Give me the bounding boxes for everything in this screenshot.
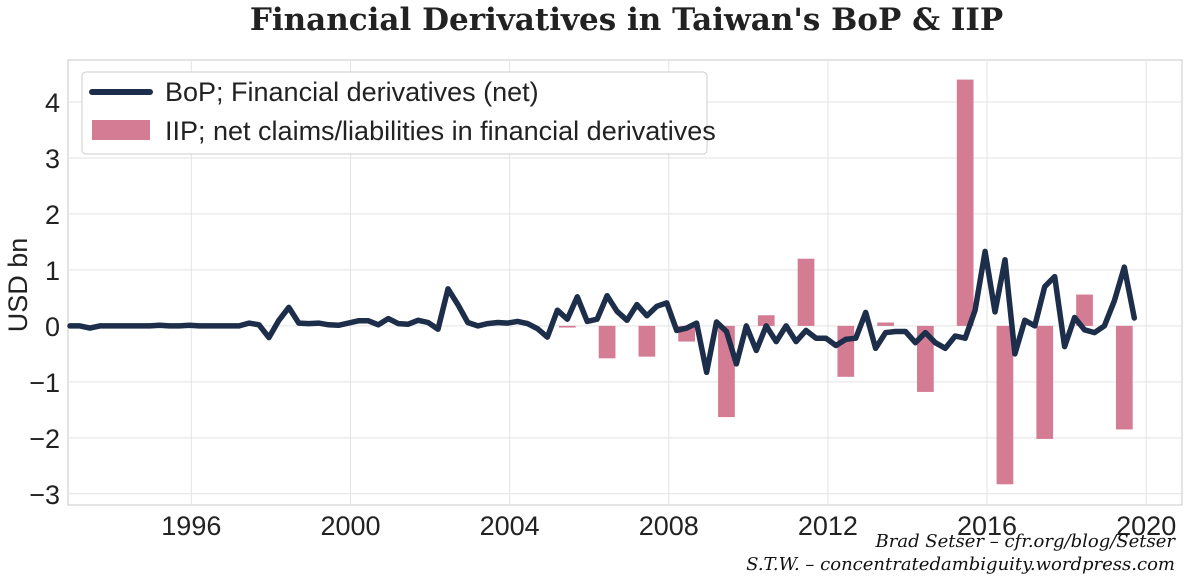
x-tick-label: 1996: [161, 511, 221, 541]
x-tick-label: 2004: [480, 511, 540, 541]
y-tick-label: 2: [45, 200, 60, 230]
iip-bar: [797, 258, 815, 326]
credit-line-1: Brad Setser – cfr.org/blog/Setser: [875, 531, 1176, 552]
iip-bar: [877, 322, 894, 326]
iip-bar: [837, 325, 855, 377]
x-tick-label: 2016: [957, 511, 1017, 541]
x-tick-label: 2020: [1116, 511, 1176, 541]
y-tick-label: 1: [45, 256, 60, 286]
legend-bar-swatch: [92, 120, 150, 140]
x-tick-label: 2012: [798, 511, 858, 541]
y-tick-label: −3: [29, 480, 60, 510]
iip-bar: [917, 325, 934, 392]
legend: BoP; Financial derivatives (net) IIP; ne…: [81, 71, 716, 155]
iip-bar: [1036, 325, 1054, 439]
iip-bar: [638, 325, 656, 357]
legend-label-bop: BoP; Financial derivatives (net): [165, 77, 539, 107]
iip-bar: [1115, 325, 1133, 430]
chart-title: Financial Derivatives in Taiwan's BoP & …: [249, 2, 1004, 38]
y-tick-label: −1: [29, 368, 60, 398]
axes-layer: 4 3 2 1 0 −1 −2 −3 1996 2000 2004 2008 2012 2016 2020: [29, 88, 1176, 541]
x-tick-label: 2000: [320, 511, 380, 541]
iip-bar: [956, 79, 974, 326]
y-tick-label: −2: [29, 424, 60, 454]
iip-bar: [558, 325, 576, 328]
iip-bar: [996, 325, 1014, 485]
y-tick-label: 0: [45, 312, 60, 342]
y-axis-label: USD bn: [3, 238, 33, 333]
credits: Brad Setser – cfr.org/blog/Setser S.T.W.…: [746, 530, 1175, 576]
iip-bar: [598, 325, 616, 359]
iip-bar: [757, 315, 775, 326]
iip-bar: [1076, 294, 1093, 326]
bop-line: [67, 248, 1138, 376]
y-tick-label: 4: [45, 88, 60, 118]
bars-layer: [558, 79, 1133, 485]
legend-label-iip: IIP; net claims/liabilities in financial…: [165, 116, 716, 146]
y-tick-label: 3: [45, 144, 60, 174]
line-layer: [67, 248, 1138, 376]
credit-line-2: S.T.W. – concentratedambiguity.wordpress…: [746, 554, 1175, 575]
x-tick-label: 2008: [639, 511, 699, 541]
